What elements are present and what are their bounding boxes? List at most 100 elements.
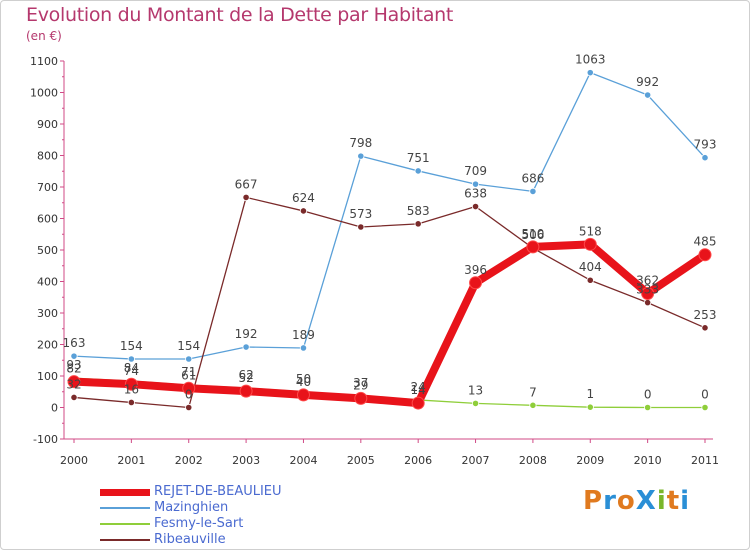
data-label-fesmy-le-sart: 13 — [468, 383, 483, 397]
point-ribeauville — [586, 276, 594, 284]
legend-swatch — [100, 507, 150, 509]
data-label-mazinghien: 192 — [235, 327, 258, 341]
point-mazinghien — [299, 344, 308, 352]
data-label-mazinghien: 798 — [349, 136, 372, 150]
point-mazinghien — [414, 167, 422, 175]
data-label-rejet-de-beaulieu: 510 — [521, 227, 544, 241]
data-label-ribeauville: 506 — [521, 228, 544, 242]
data-label-fesmy-le-sart: 0 — [701, 388, 709, 402]
point-ribeauville — [414, 220, 422, 228]
legend-swatch — [100, 523, 150, 525]
data-label-mazinghien: 793 — [694, 138, 717, 152]
y-tick-label: 0 — [51, 402, 58, 415]
data-label-rejet-de-beaulieu: 518 — [579, 224, 602, 238]
logo-letter: i — [656, 486, 667, 516]
data-label-rejet-de-beaulieu: 40 — [296, 375, 311, 389]
data-label-ribeauville: 32 — [66, 377, 81, 391]
series-line-ribeauville — [73, 196, 706, 409]
point-ribeauville — [644, 299, 652, 307]
legend-label: REJET-DE-BEAULIEU — [154, 484, 282, 499]
data-label-rejet-de-beaulieu: 61 — [181, 368, 196, 382]
x-tick-label: 2005 — [347, 454, 375, 467]
x-tick-label: 2007 — [462, 454, 490, 467]
y-tick-label: 200 — [37, 339, 58, 352]
data-label-ribeauville: 253 — [694, 308, 717, 322]
y-tick-label: 1000 — [30, 87, 58, 100]
legend-swatch — [100, 489, 150, 496]
point-mazinghien — [242, 343, 250, 351]
point-rejet-de-beaulieu — [411, 396, 425, 410]
point-mazinghien — [529, 187, 537, 196]
data-label-fesmy-le-sart: 93 — [66, 358, 81, 372]
data-label-fesmy-le-sart: 1 — [586, 387, 594, 401]
point-fesmy-le-sart — [586, 403, 594, 411]
data-label-ribeauville: 404 — [579, 260, 602, 274]
data-label-fesmy-le-sart: 0 — [644, 388, 652, 402]
data-label-ribeauville: 583 — [407, 204, 430, 218]
data-label-mazinghien: 709 — [464, 164, 487, 178]
point-mazinghien — [701, 154, 709, 162]
data-label-mazinghien: 686 — [521, 171, 544, 185]
point-ribeauville — [471, 202, 480, 211]
series-line-rejet-de-beaulieu — [70, 240, 709, 408]
y-tick-label: 900 — [37, 118, 58, 131]
point-rejet-de-beaulieu — [182, 381, 196, 395]
data-label-mazinghien: 1063 — [575, 53, 606, 67]
x-tick-label: 2009 — [576, 454, 604, 467]
data-label-mazinghien: 751 — [407, 151, 430, 165]
point-rejet-de-beaulieu — [67, 375, 81, 389]
data-label-mazinghien: 154 — [177, 339, 200, 353]
data-label-ribeauville: 638 — [464, 187, 487, 201]
point-mazinghien — [70, 352, 78, 360]
data-label-fesmy-le-sart: 7 — [529, 385, 537, 399]
point-ribeauville — [70, 393, 78, 402]
point-mazinghien — [644, 91, 652, 99]
point-ribeauville — [242, 193, 250, 201]
data-label-mazinghien: 992 — [636, 75, 659, 89]
y-tick-label: 100 — [37, 370, 58, 383]
point-fesmy-le-sart — [701, 403, 709, 412]
y-tick-label: 800 — [37, 150, 58, 163]
point-mazinghien — [586, 69, 594, 77]
data-label-rejet-de-beaulieu: 14 — [411, 383, 426, 397]
x-tick-label: 2002 — [175, 454, 203, 467]
legend-label: Fesmy-le-Sart — [154, 516, 244, 531]
data-label-mazinghien: 154 — [120, 339, 143, 353]
point-mazinghien — [185, 355, 193, 363]
point-rejet-de-beaulieu — [354, 391, 368, 405]
point-rejet-de-beaulieu — [526, 240, 540, 254]
data-label-ribeauville: 0 — [185, 388, 193, 402]
x-tick-label: 2006 — [404, 454, 432, 467]
point-ribeauville — [357, 223, 365, 231]
data-label-ribeauville: 624 — [292, 191, 315, 205]
series-line-mazinghien — [73, 72, 706, 360]
point-rejet-de-beaulieu — [239, 384, 253, 398]
x-tick-label: 2011 — [691, 454, 719, 467]
x-tick-label: 2004 — [289, 454, 317, 467]
data-label-ribeauville: 333 — [636, 283, 659, 297]
point-fesmy-le-sart — [529, 401, 537, 409]
logo-letter: r — [603, 486, 617, 516]
point-rejet-de-beaulieu — [469, 276, 483, 290]
data-label-mazinghien: 163 — [63, 336, 86, 350]
x-tick-label: 2010 — [634, 454, 662, 467]
data-label-fesmy-le-sart: 71 — [181, 365, 196, 379]
x-tick-label: 2008 — [519, 454, 547, 467]
data-label-fesmy-le-sart: 84 — [124, 361, 139, 375]
x-tick-label: 2000 — [60, 454, 88, 467]
point-rejet-de-beaulieu — [583, 237, 597, 251]
point-ribeauville — [127, 398, 135, 407]
legend-label: Ribeauville — [154, 532, 226, 547]
point-rejet-de-beaulieu — [698, 248, 712, 262]
point-mazinghien — [127, 355, 135, 363]
y-tick-label: -100 — [33, 433, 58, 446]
y-tick-label: 300 — [37, 307, 58, 320]
line-chart: -100010020030040050060070080090010001100… — [30, 53, 719, 467]
logo-letter: X — [635, 486, 657, 516]
logo-letter: P — [583, 486, 604, 516]
point-rejet-de-beaulieu — [641, 286, 655, 300]
data-label-mazinghien: 189 — [292, 328, 315, 342]
data-label-rejet-de-beaulieu: 362 — [636, 273, 659, 287]
logo-letter: o — [616, 486, 636, 516]
data-label-rejet-de-beaulieu: 485 — [694, 235, 717, 249]
